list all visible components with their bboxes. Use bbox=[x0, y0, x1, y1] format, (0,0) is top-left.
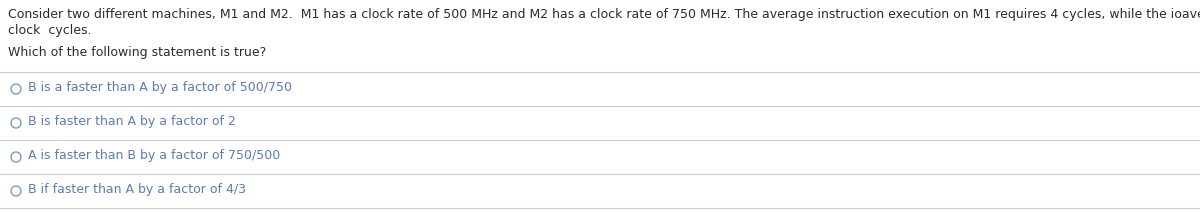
Text: Which of the following statement is true?: Which of the following statement is true… bbox=[8, 46, 266, 59]
Text: B is faster than A by a factor of 2: B is faster than A by a factor of 2 bbox=[28, 116, 236, 128]
Text: Consider two different machines, M1 and M2.  M1 has a clock rate of 500 MHz and : Consider two different machines, M1 and … bbox=[8, 8, 1200, 21]
Text: B if faster than A by a factor of 4/3: B if faster than A by a factor of 4/3 bbox=[28, 184, 246, 197]
Text: A is faster than B by a factor of 750/500: A is faster than B by a factor of 750/50… bbox=[28, 149, 281, 163]
Text: B is a faster than A by a factor of 500/750: B is a faster than A by a factor of 500/… bbox=[28, 81, 292, 95]
Text: clock  cycles.: clock cycles. bbox=[8, 24, 91, 37]
